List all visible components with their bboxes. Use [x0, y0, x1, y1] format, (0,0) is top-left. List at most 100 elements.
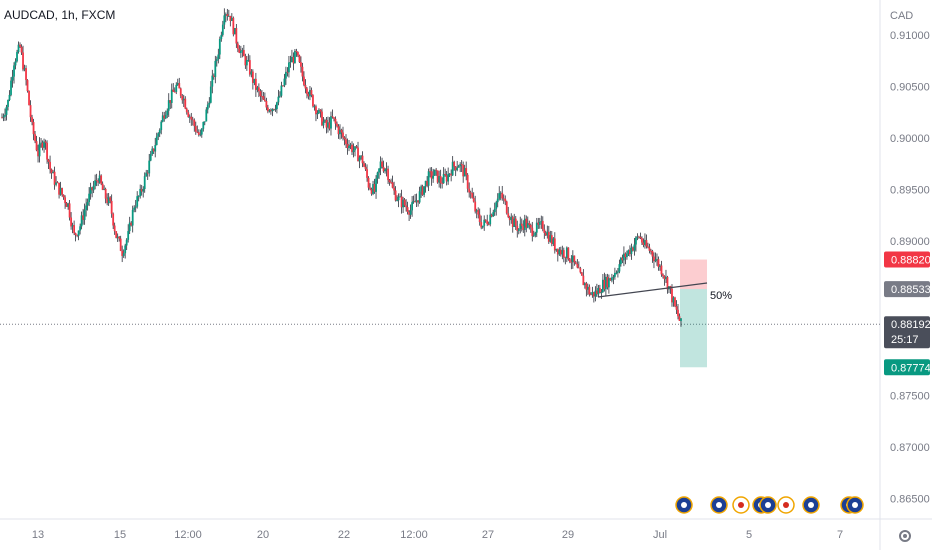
candle-body	[388, 180, 391, 183]
candle-body	[514, 218, 517, 226]
candle-body	[387, 168, 389, 181]
candle-body	[109, 197, 112, 201]
candle-body	[564, 257, 567, 258]
candle-body	[149, 154, 152, 161]
candle-body	[592, 291, 595, 297]
candle-body	[367, 177, 370, 188]
candle-body	[675, 306, 678, 310]
candle-body	[178, 83, 181, 89]
candle-body	[288, 62, 290, 73]
candle-body	[393, 187, 395, 191]
candle-body	[337, 126, 340, 135]
candle-body	[64, 197, 66, 204]
candle-body	[241, 50, 244, 51]
candle-body	[103, 188, 106, 190]
candle-body	[157, 133, 160, 137]
candle-body	[202, 121, 205, 129]
candle-body	[212, 75, 215, 77]
current-price-tag: 0.88192 25:17	[884, 316, 931, 349]
candle-body	[657, 259, 660, 267]
candle-body	[421, 186, 424, 195]
candle-body	[312, 95, 314, 107]
candle-body	[532, 235, 535, 237]
candle-body	[140, 188, 143, 192]
candle-body	[100, 175, 103, 184]
gear-icon[interactable]	[899, 530, 911, 542]
candle-body	[125, 239, 128, 246]
candle-body	[266, 107, 269, 112]
candle-body	[394, 190, 397, 201]
candle-body	[131, 209, 134, 226]
candle-body	[370, 189, 373, 194]
au-flag-icon[interactable]	[846, 496, 864, 514]
candle-body	[375, 178, 377, 192]
candle-body	[325, 119, 328, 128]
candle-body	[574, 262, 577, 264]
candle-body	[110, 200, 113, 214]
candle-body	[277, 96, 280, 103]
au-flag-icon[interactable]	[759, 496, 777, 514]
candle-body	[112, 213, 115, 226]
economic-events[interactable]	[675, 496, 864, 514]
price-tick-label: 0.87000	[890, 442, 930, 454]
candle-body	[79, 226, 82, 231]
candle-body	[660, 265, 663, 275]
symbol-title[interactable]: AUDCAD, 1h, FXCM	[4, 8, 115, 22]
candle-body	[268, 110, 271, 112]
time-scale[interactable]: 13 15 12:00 20 22 12:00 27 29 Jul 5 7	[32, 529, 843, 541]
candle-body	[248, 60, 251, 75]
candle-body	[292, 56, 295, 64]
take-profit-zone[interactable]	[680, 289, 707, 368]
candle-body	[504, 198, 507, 202]
candle-body	[251, 71, 254, 83]
candle-body	[122, 253, 125, 256]
candle-body	[229, 15, 232, 21]
candle-body	[346, 144, 349, 149]
candle-body	[653, 256, 655, 262]
candle-body	[283, 78, 286, 86]
price-scale[interactable]: 0.91000 0.90500 0.90000 0.89500 0.89000 0.875…	[890, 30, 930, 506]
candle-body	[334, 118, 337, 124]
candle-body	[417, 200, 420, 203]
candle-body	[285, 71, 287, 79]
candle-body	[399, 196, 401, 198]
candle-body	[677, 309, 679, 317]
candle-body	[309, 90, 311, 97]
candle-body	[600, 292, 603, 294]
au-flag-icon[interactable]	[675, 496, 693, 514]
candle-body	[193, 120, 196, 127]
candle-body	[160, 121, 163, 131]
candle-body	[429, 171, 432, 173]
candle-body	[273, 109, 275, 110]
candle-body	[523, 218, 526, 230]
candle-body	[67, 203, 69, 207]
au-flag-icon[interactable]	[802, 496, 820, 514]
candle-body	[226, 14, 229, 17]
candle-body	[501, 192, 504, 199]
trendline[interactable]	[597, 282, 708, 298]
candle-body	[382, 166, 385, 172]
candle-body	[318, 109, 320, 113]
candle-body	[480, 222, 483, 228]
candle-body	[14, 61, 17, 66]
candle-body	[236, 43, 239, 49]
ca-flag-icon[interactable]	[777, 496, 795, 514]
ca-flag-icon[interactable]	[732, 496, 750, 514]
candle-body	[115, 231, 118, 238]
candle-body	[282, 85, 284, 87]
candle-body	[80, 215, 83, 227]
candle-body	[498, 193, 501, 199]
candle-body	[484, 219, 487, 221]
au-flag-icon[interactable]	[710, 496, 728, 514]
candle-body	[304, 85, 307, 89]
candle-body	[276, 102, 278, 110]
candle-body	[91, 187, 94, 191]
candle-body	[182, 98, 185, 101]
candle-body	[167, 100, 170, 111]
candle-body	[459, 164, 462, 167]
candle-body	[40, 142, 42, 144]
candle-body	[522, 225, 525, 230]
time-tick-label: 20	[257, 529, 269, 541]
candle-body	[208, 102, 211, 105]
